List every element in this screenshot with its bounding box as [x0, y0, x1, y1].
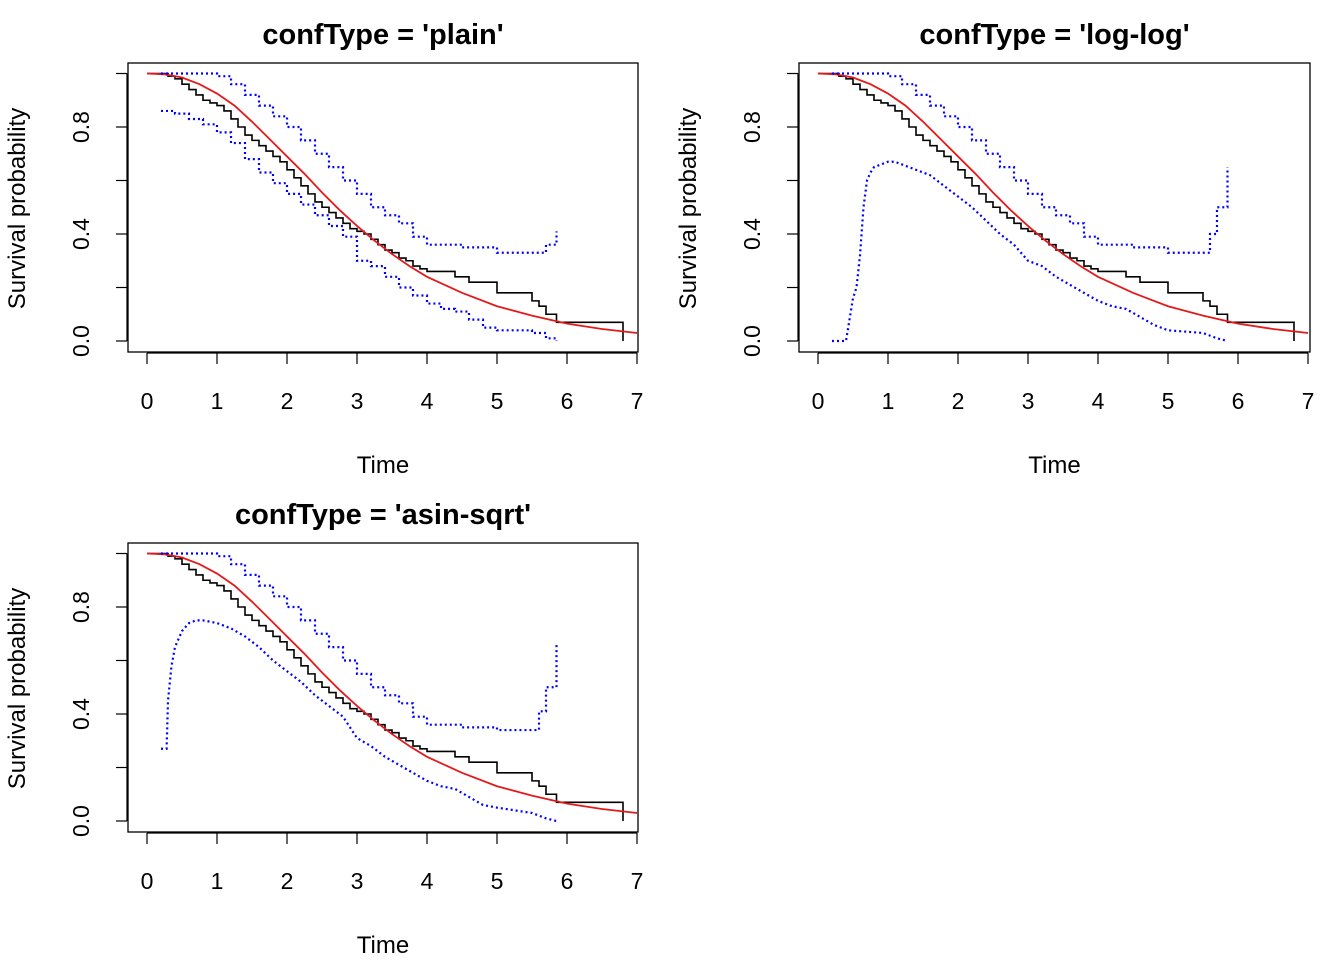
x-tick-label: 4 — [421, 868, 434, 894]
x-tick-label: 6 — [561, 868, 574, 894]
y-axis-label: Survival probability — [4, 588, 31, 789]
series-fit — [146, 72, 638, 334]
x-tick-label: 6 — [1232, 388, 1245, 414]
x-tick-label: 3 — [351, 868, 364, 894]
series-ci_lower — [161, 619, 557, 823]
series-ci_upper — [161, 552, 558, 732]
x-tick-label: 3 — [351, 388, 364, 414]
series-km — [818, 72, 1295, 341]
series-ci_upper — [161, 72, 558, 254]
x-tick-label: 1 — [211, 868, 224, 894]
x-tick-label: 4 — [1092, 388, 1105, 414]
x-tick-label: 6 — [561, 388, 574, 414]
y-tick-label: 0.0 — [739, 325, 765, 357]
panel-plain: confType = 'plain' 0 1 2 3 4 5 6 7 0.0 0.4 0.8 Time S… — [4, 19, 643, 479]
panel-asin-sqrt: confType = 'asin-sqrt' 0 1 2 3 4 5 6 7 0.0 0.4 0.8 T… — [4, 499, 643, 959]
y-tick-label: 0.4 — [68, 698, 94, 730]
series-ci_upper — [832, 72, 1229, 254]
x-tick-label: 4 — [421, 388, 434, 414]
x-tick-label: 7 — [1302, 388, 1315, 414]
x-tick-label: 1 — [211, 388, 224, 414]
y-tick-label: 0.8 — [739, 111, 765, 143]
x-axis-label: Time — [357, 452, 409, 479]
plot-frame — [798, 62, 1311, 353]
x-tick-label: 7 — [631, 868, 644, 894]
x-tick-label: 5 — [1162, 388, 1175, 414]
chart-title: confType = 'log-log' — [919, 19, 1189, 51]
series-ci_lower — [832, 160, 1228, 343]
series-fit — [146, 552, 638, 814]
series-km — [147, 552, 624, 821]
x-tick-label: 0 — [141, 868, 154, 894]
series-fit — [817, 72, 1309, 334]
x-tick-label: 0 — [812, 388, 825, 414]
y-tick-label: 0.0 — [68, 805, 94, 837]
x-tick-label: 2 — [281, 868, 294, 894]
x-tick-label: 1 — [882, 388, 895, 414]
x-axis-label: Time — [1028, 452, 1080, 479]
plot-frame — [127, 542, 639, 833]
x-tick-label: 5 — [491, 868, 504, 894]
series-ci_lower — [161, 109, 558, 341]
y-axis-label: Survival probability — [675, 108, 702, 309]
x-tick-label: 2 — [281, 388, 294, 414]
x-tick-label: 3 — [1022, 388, 1035, 414]
y-axis-label: Survival probability — [4, 108, 31, 309]
chart-title: confType = 'asin-sqrt' — [235, 499, 531, 531]
series-km — [147, 72, 624, 341]
y-tick-label: 0.8 — [68, 111, 94, 143]
x-axis-label: Time — [357, 932, 409, 959]
y-tick-label: 0.4 — [739, 218, 765, 250]
plot-frame — [127, 62, 639, 353]
x-tick-label: 0 — [141, 388, 154, 414]
x-tick-label: 7 — [631, 388, 644, 414]
y-tick-label: 0.4 — [68, 218, 94, 250]
x-tick-label: 5 — [491, 388, 504, 414]
y-tick-label: 0.8 — [68, 591, 94, 623]
x-tick-label: 2 — [952, 388, 965, 414]
y-tick-label: 0.0 — [68, 325, 94, 357]
panel-log-log: confType = 'log-log' 0 1 2 3 4 5 6 7 0.0 0.4 0.8 Tim… — [675, 19, 1314, 479]
chart-title: confType = 'plain' — [262, 19, 503, 51]
